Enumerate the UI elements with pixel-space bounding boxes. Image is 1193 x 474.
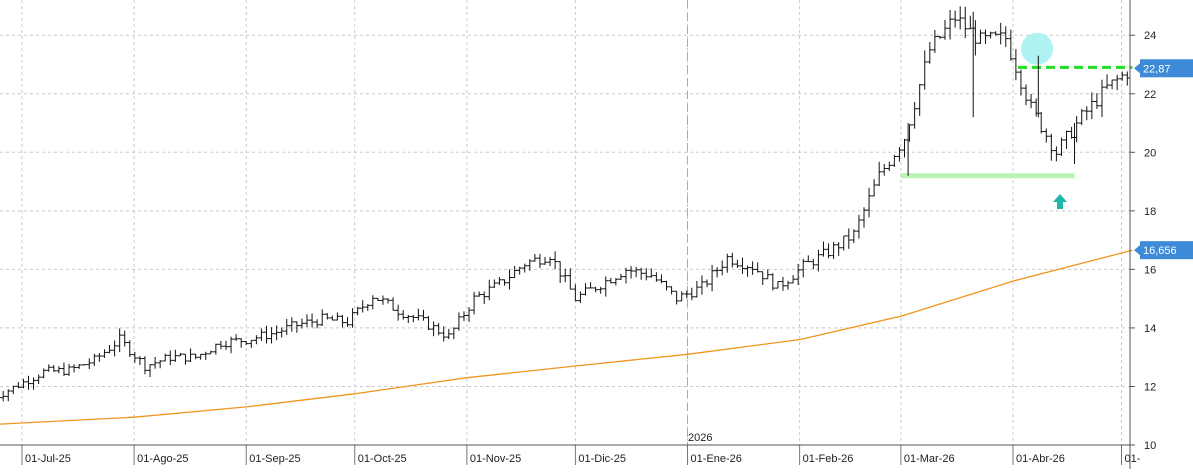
last-price-label-bg	[1140, 59, 1193, 78]
up-arrow-marker	[1053, 194, 1068, 210]
grid-layer	[0, 0, 1130, 446]
y-tick-label: 14	[1144, 323, 1156, 335]
highlight-circle	[1021, 32, 1054, 65]
x-tick-label: 01-Oct-25	[358, 453, 407, 465]
x-tick-label: 01-	[1125, 453, 1141, 465]
moving-average-label-bg	[1140, 241, 1193, 260]
x-tick-label: 01-Abr-26	[1016, 453, 1065, 465]
x-tick-label: 01-Feb-26	[803, 453, 854, 465]
moving-average-label: 16,656	[1143, 245, 1177, 257]
moving-average-line	[0, 249, 1133, 425]
last-price-label: 22,87	[1143, 63, 1171, 75]
y-tick-label: 16	[1144, 264, 1156, 276]
x-tick-label: 01-Sep-25	[249, 453, 300, 465]
y-tick-label: 12	[1144, 381, 1156, 393]
y-tick-label: 20	[1144, 147, 1156, 159]
x-tick-label: 01-Mar-26	[904, 453, 955, 465]
price-bars-layer	[0, 6, 1130, 402]
x-tick-label: 01-Dic-25	[578, 453, 626, 465]
y-tick-label: 18	[1144, 206, 1156, 218]
moving-average-layer	[0, 249, 1133, 425]
y-tick-label: 24	[1144, 30, 1156, 42]
x-tick-label: 01-Ago-25	[137, 453, 188, 465]
x-tick-label: 01-Jul-25	[25, 453, 71, 465]
last-price-label-pointer	[1134, 63, 1140, 74]
y-tick-label: 22	[1144, 89, 1156, 101]
y-tick-label: 10	[1144, 440, 1156, 452]
moving-average-label-pointer	[1134, 245, 1140, 256]
year-marker: 2026	[688, 432, 712, 444]
x-tick-label: 01-Nov-25	[470, 453, 521, 465]
x-tick-label: 01-Ene-26	[690, 453, 741, 465]
annotation-layer	[900, 32, 1133, 210]
